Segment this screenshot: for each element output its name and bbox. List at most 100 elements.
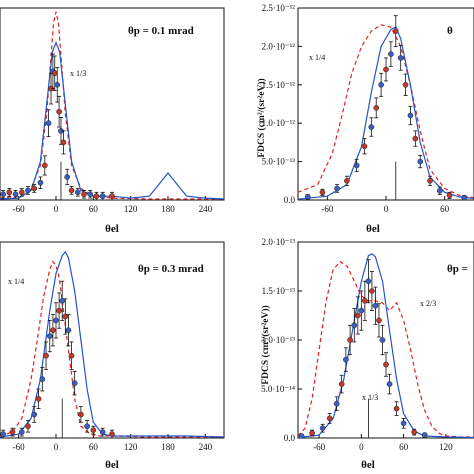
panel-bottom-right-ylabel: FDCS (cm²/(sr²eV)) — [260, 305, 271, 384]
data-point — [45, 120, 52, 127]
data-point — [461, 194, 468, 200]
panel-2-series — [0, 250, 224, 438]
data-point — [90, 427, 97, 434]
data-point — [379, 337, 386, 343]
data-point — [99, 193, 106, 200]
data-point — [87, 191, 94, 198]
data-point — [99, 429, 106, 435]
data-point — [421, 432, 428, 438]
panel-bottom-right-annotation-1: x 2/3 — [420, 299, 436, 308]
data-point — [31, 185, 38, 192]
x-tick-label: 60 — [89, 204, 99, 214]
panel-1-plot: -60 0 60 0.0 5.0·10⁻¹³ 1.0·10⁻¹² 1.5·10⁻¹² 2.0·… — [262, 3, 474, 214]
data-point — [397, 55, 404, 61]
data-point — [376, 317, 382, 324]
data-point — [56, 108, 62, 115]
data-point — [109, 193, 115, 200]
data-point — [353, 162, 360, 169]
x-tick-label: 240 — [199, 442, 213, 452]
data-point — [41, 162, 48, 169]
data-point — [37, 179, 44, 186]
x-tick-label: -60 — [13, 442, 25, 452]
theory-curve-dashed — [0, 11, 224, 200]
panel-top-left: θp = 0.1 mrad x 1/3 θel — [70, 25, 194, 235]
panel-top-right-xlabel: θel — [366, 223, 380, 235]
data-point — [298, 433, 305, 438]
data-point — [383, 66, 389, 73]
theory-curve-dashed — [298, 24, 474, 199]
panel-3-plot: -60 0 60 120 0.0 5.0·10⁻¹⁴ 1.0·10⁻¹³ 1.5·10⁻¹³ 2… — [261, 237, 474, 452]
theory-curve-dashed — [0, 260, 224, 438]
panel-bottom-right-annotation-2: x 1/3 — [362, 393, 378, 402]
panel-bottom-right: θp = x 2/3 x 1/3 θel FDCS (cm²/(sr²eV)) — [260, 263, 468, 471]
data-point — [46, 333, 53, 339]
data-point — [378, 81, 384, 88]
data-point — [54, 81, 61, 88]
x-tick-label: 120 — [439, 442, 453, 452]
panel-top-right-ylabel: FDCS (cm²/(sr²eV)) — [256, 78, 267, 157]
data-point — [417, 158, 424, 165]
data-point — [372, 302, 379, 309]
y-tick-label: 1.5·10⁻¹³ — [262, 286, 296, 296]
data-point — [0, 431, 6, 437]
data-point — [392, 28, 399, 34]
x-tick-label: 60 — [89, 442, 99, 452]
panel-top-right: θ x 1/4 θel FDCS (cm²/(sr²eV)) — [256, 25, 453, 235]
y-tick-label: 2.5·10⁻¹² — [262, 3, 296, 13]
data-point — [436, 187, 443, 194]
data-point — [361, 143, 368, 150]
panel-0-series — [0, 11, 224, 200]
data-point — [93, 193, 100, 200]
panel-bottom-right-xlabel: θel — [361, 459, 375, 471]
data-point — [65, 327, 72, 334]
panel-bottom-right-title: θp = — [447, 263, 468, 275]
data-point — [64, 174, 71, 180]
data-point — [0, 191, 6, 198]
data-point — [81, 191, 87, 198]
data-point — [343, 356, 349, 363]
panel-bottom-left: θp = 0.3 mrad x 1/4 θel — [8, 263, 204, 471]
panel-top-right-annotation: x 1/4 — [309, 53, 325, 62]
theory-curve-dashed — [298, 260, 474, 438]
data-point — [62, 313, 69, 320]
data-point — [393, 405, 400, 412]
data-point — [68, 352, 75, 359]
x-tick-label: 0 — [54, 204, 59, 214]
x-tick-label: 180 — [161, 204, 175, 214]
data-point — [362, 297, 368, 304]
x-tick-label: 120 — [124, 442, 138, 452]
data-point — [71, 380, 78, 386]
x-tick-label: 0 — [359, 442, 364, 452]
x-tick-label: 60 — [440, 204, 450, 214]
y-tick-label: 1.0·10⁻¹³ — [262, 335, 296, 345]
theory-curve-solid — [0, 250, 224, 438]
panel-2-plot: -60 0 60 120 180 240 — [0, 241, 225, 452]
panel-bottom-left-annotation: x 1/4 — [8, 277, 24, 286]
data-point — [12, 191, 19, 198]
x-tick-label: -60 — [13, 204, 25, 214]
data-point — [78, 411, 84, 418]
data-point — [60, 139, 67, 146]
data-point — [39, 376, 46, 383]
x-tick-label: -60 — [321, 204, 333, 214]
x-tick-label: 120 — [124, 204, 138, 214]
data-point — [326, 415, 333, 422]
data-point — [51, 70, 58, 77]
y-tick-label: 1.0·10⁻¹² — [262, 118, 296, 128]
data-point — [56, 307, 62, 314]
data-point — [53, 317, 59, 324]
data-point — [319, 189, 326, 196]
data-point — [386, 381, 393, 387]
data-point — [369, 288, 375, 294]
plot-layer: -60 0 60 120 180 240 -60 0 60 0.0 5.0·10⁻¹³ 1.0·10⁻… — [0, 3, 474, 452]
data-point — [68, 187, 75, 194]
y-tick-label: 0.0 — [284, 433, 296, 443]
x-tick-label: 240 — [199, 204, 213, 214]
panel-3-series — [298, 253, 474, 438]
data-point — [427, 177, 433, 184]
data-point — [368, 124, 375, 130]
data-point — [365, 278, 372, 285]
y-tick-label: 1.5·10⁻¹² — [262, 80, 296, 90]
panel-top-left-title: θp = 0.1 mrad — [128, 25, 194, 37]
